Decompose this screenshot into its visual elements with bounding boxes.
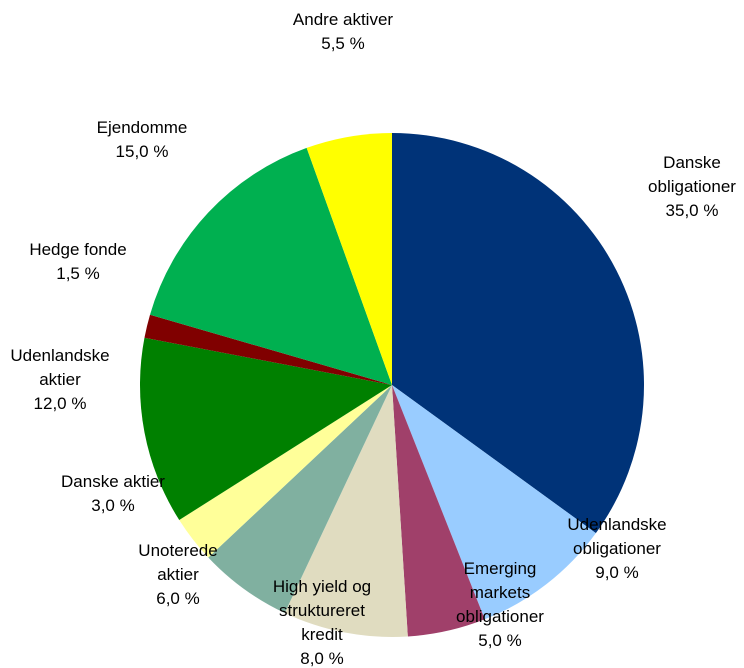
slice-label: Udenlandske aktier 12,0 % — [10, 344, 109, 416]
value-label: 6,0 % — [156, 589, 200, 608]
value-label: 1,5 % — [56, 264, 100, 283]
pie-slice — [144, 314, 392, 385]
value-label: 35,0 % — [665, 201, 719, 220]
slice-label: Danske aktier 3,0 % — [61, 470, 165, 518]
category-label: Danske aktier — [61, 472, 165, 491]
category-label: High yield og struktureret kredit — [272, 577, 372, 644]
slice-label: Hedge fonde 1,5 % — [29, 238, 126, 286]
value-label: 3,0 % — [91, 496, 135, 515]
category-label: Andre aktiver — [292, 10, 394, 29]
pie-slice — [284, 385, 408, 637]
category-label: Udenlandske aktier — [10, 346, 110, 389]
value-label: 8,0 % — [300, 649, 344, 668]
pie-slice — [179, 385, 392, 558]
pie-slice — [306, 133, 392, 385]
category-label: Danske obligationer — [648, 153, 736, 196]
slice-label: Danske obligationer 35,0 % — [648, 151, 736, 223]
category-label: Udenlandske obligationer — [567, 515, 667, 558]
slice-label: Unoterede aktier 6,0 % — [138, 539, 217, 611]
slice-label: High yield og struktureret kredit 8,0 % — [273, 575, 371, 668]
value-label: 5,5 % — [321, 34, 365, 53]
value-label: 5,0 % — [478, 631, 522, 650]
value-label: 15,0 % — [115, 142, 169, 161]
pie-slice — [392, 385, 596, 620]
category-label: Unoterede aktier — [138, 541, 218, 584]
category-label: Hedge fonde — [29, 240, 127, 259]
pie-slice — [140, 337, 392, 521]
value-label: 12,0 % — [33, 394, 87, 413]
slice-label: Emerging markets obligationer 5,0 % — [456, 557, 544, 653]
pie-slice — [392, 133, 645, 534]
slice-label: Ejendomme 15,0 % — [97, 116, 188, 164]
pie-slice — [150, 147, 392, 385]
pie-slice — [208, 385, 392, 614]
slice-label: Andre aktiver 5,5 % — [293, 8, 393, 56]
category-label: Ejendomme — [96, 118, 188, 137]
value-label: 9,0 % — [595, 563, 639, 582]
pie-slice — [392, 385, 485, 637]
slice-label: Udenlandske obligationer 9,0 % — [567, 513, 666, 585]
category-label: Emerging markets obligationer — [456, 559, 544, 626]
